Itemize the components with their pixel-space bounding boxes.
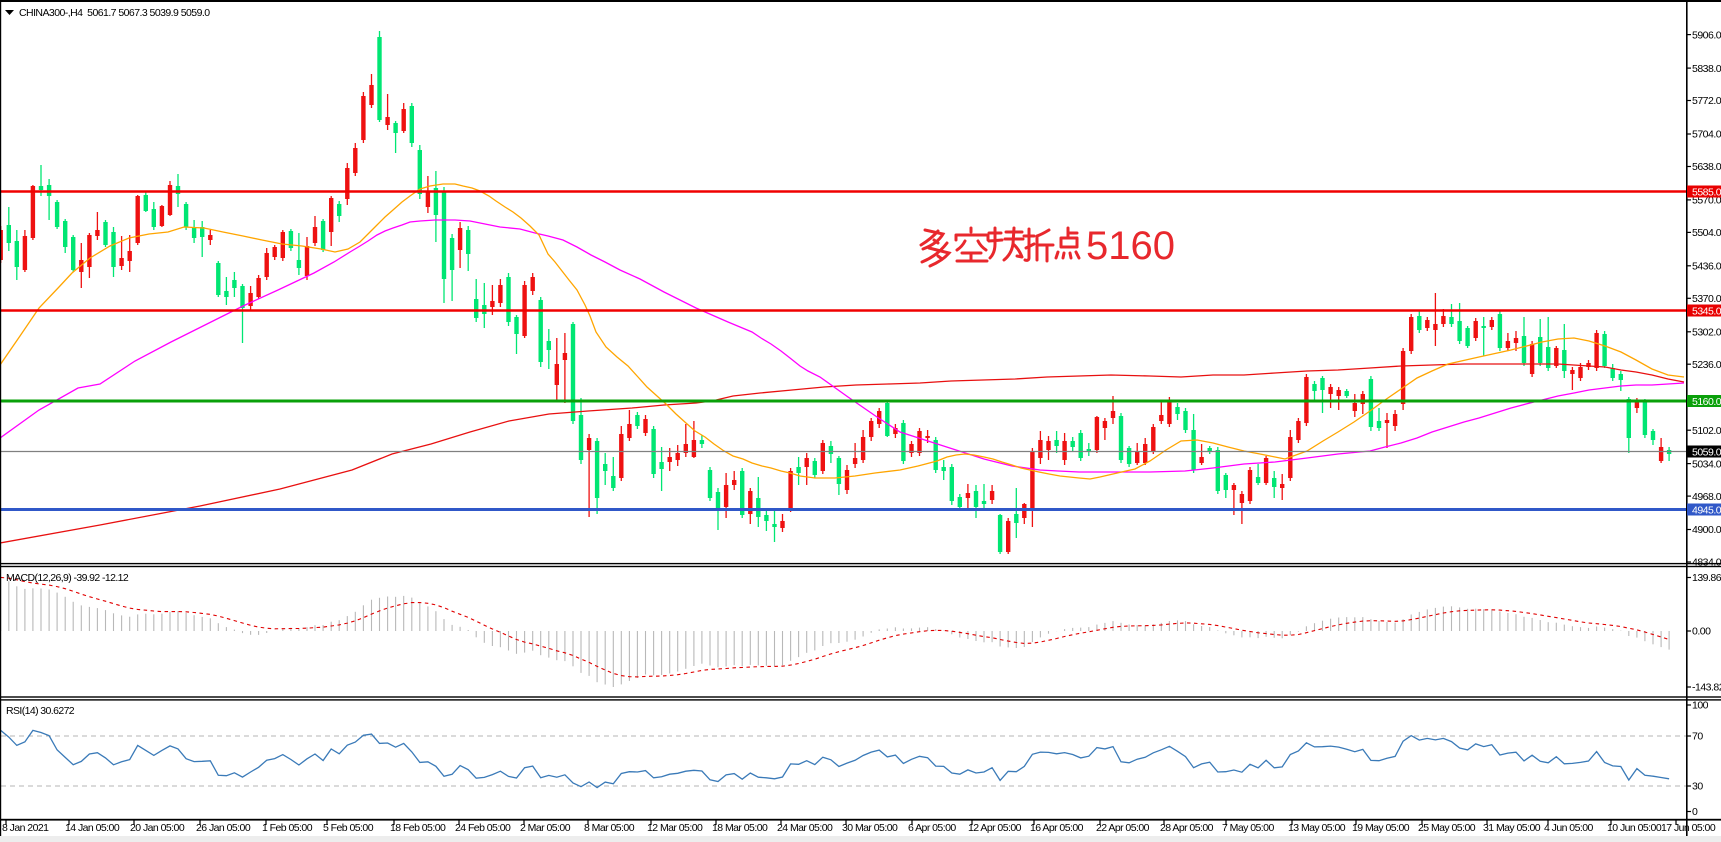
svg-text:139.86: 139.86 [1692,572,1721,584]
svg-text:20 Jan 05:00: 20 Jan 05:00 [130,822,185,834]
svg-text:5236.0: 5236.0 [1692,359,1721,371]
svg-text:4834.0: 4834.0 [1692,557,1721,569]
svg-text:24 Mar 05:00: 24 Mar 05:00 [777,822,833,834]
svg-text:5302.0: 5302.0 [1692,327,1721,339]
svg-text:5638.0: 5638.0 [1692,161,1721,173]
svg-text:28 Apr 05:00: 28 Apr 05:00 [1160,822,1214,834]
svg-text:10 Jun 05:00: 10 Jun 05:00 [1607,822,1662,834]
svg-text:5160.0: 5160.0 [1692,396,1721,408]
svg-text:6 Apr 05:00: 6 Apr 05:00 [908,822,956,834]
svg-text:4945.0: 4945.0 [1692,504,1721,516]
svg-text:MACD(12,26,9) -39.92 -12.12: MACD(12,26,9) -39.92 -12.12 [6,572,129,584]
svg-text:4900.0: 4900.0 [1692,524,1721,536]
svg-text:1 Feb 05:00: 1 Feb 05:00 [262,822,313,834]
svg-text:30 Mar 05:00: 30 Mar 05:00 [842,822,898,834]
svg-text:31 May 05:00: 31 May 05:00 [1483,822,1541,834]
svg-text:RSI(14) 30.6272: RSI(14) 30.6272 [6,705,75,717]
svg-text:4 Jun 05:00: 4 Jun 05:00 [1544,822,1594,834]
svg-text:5345.0: 5345.0 [1692,305,1721,317]
svg-text:5 Feb 05:00: 5 Feb 05:00 [323,822,374,834]
svg-text:CHINA300-,H4 5061.7 5067.3 50: CHINA300-,H4 5061.7 5067.3 5039.9 5059.0 [19,7,210,19]
svg-text:5059.0: 5059.0 [1692,446,1721,458]
svg-text:5370.0: 5370.0 [1692,293,1721,305]
svg-text:5436.0: 5436.0 [1692,261,1721,273]
svg-text:19 May 05:00: 19 May 05:00 [1352,822,1410,834]
svg-text:12 Mar 05:00: 12 Mar 05:00 [647,822,703,834]
svg-text:24 Feb 05:00: 24 Feb 05:00 [455,822,511,834]
svg-text:5102.0: 5102.0 [1692,425,1721,437]
svg-text:13 May 05:00: 13 May 05:00 [1288,822,1346,834]
svg-text:70: 70 [1692,731,1703,743]
svg-text:5504.0: 5504.0 [1692,227,1721,239]
svg-text:25 May 05:00: 25 May 05:00 [1418,822,1476,834]
svg-text:5160: 5160 [1086,224,1175,268]
svg-text:5772.0: 5772.0 [1692,95,1721,107]
svg-text:5906.0: 5906.0 [1692,29,1721,41]
svg-text:4968.0: 4968.0 [1692,491,1721,503]
svg-text:5034.0: 5034.0 [1692,458,1721,470]
svg-text:5570.0: 5570.0 [1692,195,1721,207]
svg-text:5838.0: 5838.0 [1692,63,1721,75]
svg-text:16 Apr 05:00: 16 Apr 05:00 [1030,822,1084,834]
svg-text:12 Apr 05:00: 12 Apr 05:00 [968,822,1022,834]
svg-text:18 Mar 05:00: 18 Mar 05:00 [712,822,768,834]
svg-text:8 Jan 2021: 8 Jan 2021 [2,822,49,834]
svg-text:0.00: 0.00 [1692,626,1711,638]
svg-text:18 Feb 05:00: 18 Feb 05:00 [390,822,446,834]
svg-text:17 Jun 05:00: 17 Jun 05:00 [1661,822,1716,834]
svg-text:22 Apr 05:00: 22 Apr 05:00 [1096,822,1150,834]
svg-text:14 Jan 05:00: 14 Jan 05:00 [65,822,120,834]
svg-text:7 May 05:00: 7 May 05:00 [1222,822,1274,834]
svg-text:100: 100 [1692,700,1709,712]
svg-text:30: 30 [1692,781,1703,793]
svg-text:5585.0: 5585.0 [1692,186,1721,198]
svg-text:8 Mar 05:00: 8 Mar 05:00 [584,822,635,834]
svg-text:26 Jan 05:00: 26 Jan 05:00 [196,822,251,834]
svg-text:5704.0: 5704.0 [1692,129,1721,141]
svg-text:2 Mar 05:00: 2 Mar 05:00 [520,822,571,834]
svg-text:0: 0 [1692,806,1698,818]
svg-text:-143.82: -143.82 [1692,682,1721,694]
